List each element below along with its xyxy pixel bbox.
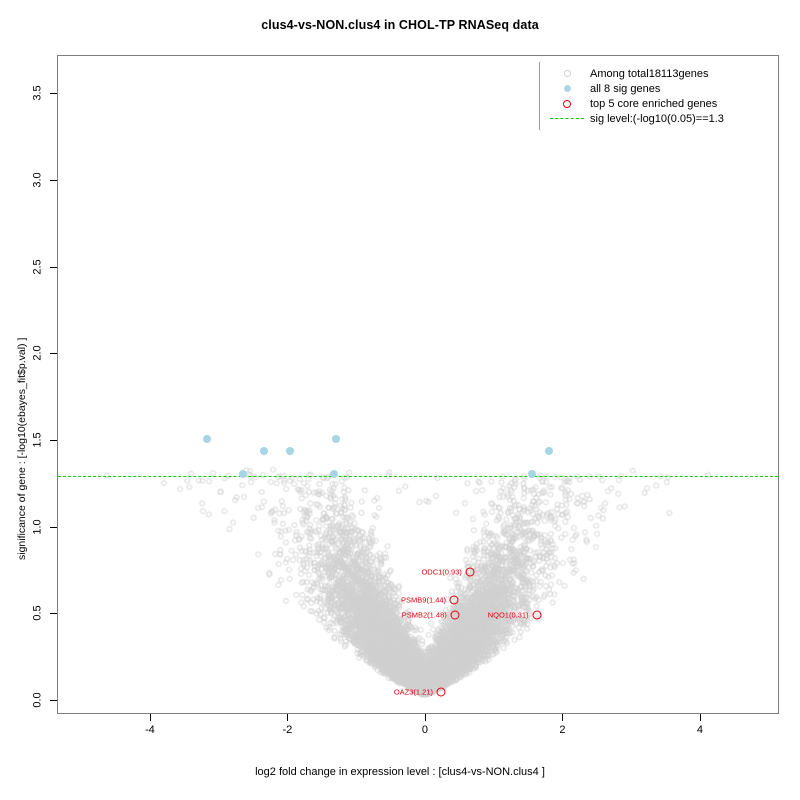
- y-tick-mark: [50, 179, 57, 181]
- core-enriched-gene-label: ODC1(0.93): [421, 567, 462, 577]
- y-tick-mark: [50, 353, 57, 355]
- x-tick-mark: [424, 714, 426, 721]
- core-enriched-gene-marker: [465, 567, 475, 577]
- core-enriched-gene-label: NQO1(0.31): [487, 610, 529, 620]
- sig-gene-point: [203, 435, 212, 444]
- sig-gene-point: [332, 435, 341, 444]
- x-tick-mark: [699, 714, 701, 721]
- y-tick-label: 3.5: [31, 85, 44, 101]
- y-tick-label: 0.5: [31, 605, 44, 622]
- x-tick-mark: [287, 714, 289, 721]
- y-tick-label: 1.5: [31, 432, 44, 448]
- filled-circle-icon: [544, 85, 590, 92]
- legend: Among total18113genes all 8 sig genes to…: [539, 62, 775, 130]
- legend-item-all-genes: Among total18113genes: [540, 66, 775, 81]
- x-tick-label: 4: [696, 724, 703, 736]
- y-tick-label: 2.5: [31, 258, 44, 275]
- y-tick-mark: [50, 700, 57, 702]
- legend-item-label: top 5 core enriched genes: [590, 97, 718, 110]
- y-tick-mark: [50, 526, 57, 528]
- legend-item-sig-level: sig level:(-log10(0.05)==1.3: [540, 111, 775, 126]
- sig-gene-point: [527, 469, 536, 478]
- sig-gene-point: [544, 447, 553, 456]
- x-tick-label: 2: [559, 724, 566, 736]
- core-enriched-gene-marker: [532, 610, 542, 620]
- sig-gene-point: [260, 447, 269, 456]
- legend-item-label: all 8 sig genes: [590, 82, 661, 95]
- page-title: clus4-vs-NON.clus4 in CHOL-TP RNASeq dat…: [261, 18, 539, 32]
- core-enriched-gene-label: PSMB9(1.44): [401, 595, 447, 605]
- x-tick-label: -4: [144, 724, 155, 736]
- significance-threshold-line: [58, 475, 778, 477]
- y-tick-mark: [50, 93, 57, 95]
- y-axis-label: significance of gene : [-log10(ebayes_fi…: [16, 337, 28, 560]
- open-circle-icon: [544, 70, 590, 77]
- legend-item-sig-genes: all 8 sig genes: [540, 81, 775, 96]
- y-tick-mark: [50, 613, 57, 615]
- x-tick-label: 0: [421, 724, 428, 736]
- legend-item-label: sig level:(-log10(0.05)==1.3: [590, 112, 724, 125]
- scatter-canvas: [58, 56, 778, 713]
- core-enriched-gene-label: PSMB2(1.48): [401, 610, 447, 620]
- y-tick-label: 0.0: [31, 692, 44, 708]
- y-tick-mark: [50, 266, 57, 268]
- x-tick-label: -2: [282, 724, 293, 736]
- y-tick-label: 3.0: [31, 172, 44, 188]
- core-enriched-gene-label: OAZ3(1.21): [393, 687, 433, 697]
- core-enriched-gene-marker: [449, 595, 459, 605]
- dashed-line-icon: [544, 118, 590, 119]
- core-enriched-gene-marker: [450, 610, 460, 620]
- plot-area: ODC1(0.93) PSMB9(1.44) PSMB2(1.48) NQO1(0.3…: [57, 55, 779, 714]
- core-enriched-gene-marker: [436, 687, 446, 697]
- legend-item-core-enriched: top 5 core enriched genes: [540, 96, 775, 111]
- legend-item-label: Among total18113genes: [590, 67, 709, 80]
- sig-gene-point: [238, 469, 247, 478]
- sig-gene-point: [330, 469, 339, 478]
- y-tick-label: 1.0: [31, 519, 44, 535]
- y-tick-mark: [50, 439, 57, 441]
- y-tick-label: 2.0: [31, 345, 44, 361]
- x-tick-mark: [149, 714, 151, 721]
- open-circle-red-icon: [544, 99, 590, 108]
- x-axis-label: log2 fold change in expression level : […: [255, 766, 545, 778]
- x-tick-mark: [562, 714, 564, 721]
- sig-gene-point: [285, 447, 294, 456]
